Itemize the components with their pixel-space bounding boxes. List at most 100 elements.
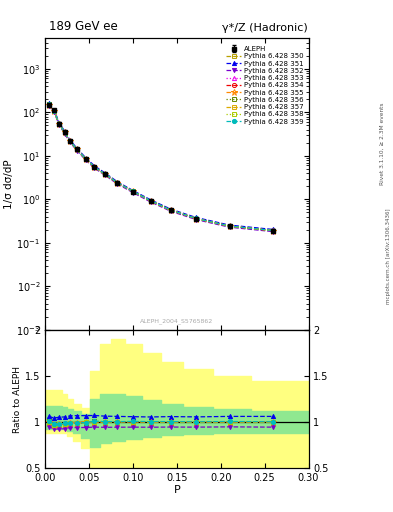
Pythia 6.428 359 <box>74 146 79 153</box>
Pythia 6.428 350 <box>227 223 232 229</box>
Pythia 6.428 350 <box>68 138 72 144</box>
Pythia 6.428 353 <box>194 216 198 222</box>
Line: Pythia 6.428 355: Pythia 6.428 355 <box>46 101 277 234</box>
Pythia 6.428 350 <box>168 207 173 213</box>
Pythia 6.428 354 <box>148 198 153 204</box>
Pythia 6.428 351 <box>103 170 107 176</box>
Pythia 6.428 359 <box>46 101 51 108</box>
Text: 189 GeV ee: 189 GeV ee <box>49 20 118 33</box>
Pythia 6.428 350 <box>271 227 276 233</box>
Pythia 6.428 354 <box>130 188 135 195</box>
Pythia 6.428 359 <box>92 164 97 170</box>
Pythia 6.428 353 <box>83 156 88 162</box>
Pythia 6.428 357 <box>103 171 107 177</box>
Pythia 6.428 355 <box>148 198 153 204</box>
Pythia 6.428 355 <box>51 108 56 114</box>
Pythia 6.428 353 <box>92 164 97 170</box>
Pythia 6.428 355 <box>227 223 232 229</box>
Pythia 6.428 353 <box>57 121 62 127</box>
Pythia 6.428 356 <box>271 227 276 233</box>
Pythia 6.428 351 <box>74 145 79 151</box>
Pythia 6.428 359 <box>271 227 276 233</box>
Pythia 6.428 359 <box>115 180 119 186</box>
Pythia 6.428 353 <box>148 198 153 204</box>
Pythia 6.428 353 <box>227 223 232 229</box>
Pythia 6.428 352 <box>92 165 97 171</box>
Pythia 6.428 359 <box>83 156 88 162</box>
Pythia 6.428 351 <box>148 197 153 203</box>
Line: Pythia 6.428 357: Pythia 6.428 357 <box>47 102 275 233</box>
Pythia 6.428 358 <box>103 171 107 177</box>
Pythia 6.428 356 <box>74 146 79 153</box>
Pythia 6.428 356 <box>68 138 72 144</box>
Pythia 6.428 359 <box>194 216 198 222</box>
Legend: ALEPH, Pythia 6.428 350, Pythia 6.428 351, Pythia 6.428 352, Pythia 6.428 353, P: ALEPH, Pythia 6.428 350, Pythia 6.428 35… <box>224 45 305 126</box>
Pythia 6.428 351 <box>83 155 88 161</box>
Pythia 6.428 355 <box>74 146 79 153</box>
Line: Pythia 6.428 354: Pythia 6.428 354 <box>47 102 275 233</box>
Pythia 6.428 351 <box>68 137 72 143</box>
Pythia 6.428 351 <box>130 187 135 194</box>
Pythia 6.428 352 <box>62 131 67 137</box>
Pythia 6.428 350 <box>115 180 119 186</box>
Pythia 6.428 358 <box>62 130 67 136</box>
Pythia 6.428 351 <box>194 215 198 221</box>
Pythia 6.428 350 <box>51 108 56 114</box>
Pythia 6.428 356 <box>57 121 62 127</box>
Pythia 6.428 358 <box>92 164 97 170</box>
Pythia 6.428 358 <box>68 138 72 144</box>
Pythia 6.428 356 <box>168 207 173 213</box>
Pythia 6.428 356 <box>46 101 51 108</box>
Pythia 6.428 359 <box>62 129 67 135</box>
Pythia 6.428 352 <box>57 122 62 128</box>
Pythia 6.428 350 <box>194 216 198 222</box>
Pythia 6.428 352 <box>46 102 51 109</box>
Pythia 6.428 350 <box>74 146 79 153</box>
Pythia 6.428 350 <box>83 156 88 162</box>
Pythia 6.428 358 <box>115 180 119 186</box>
Pythia 6.428 356 <box>115 180 119 186</box>
Pythia 6.428 355 <box>62 130 67 136</box>
Pythia 6.428 350 <box>62 130 67 136</box>
Pythia 6.428 354 <box>103 171 107 177</box>
Pythia 6.428 359 <box>168 207 173 213</box>
Pythia 6.428 357 <box>68 138 72 144</box>
Pythia 6.428 353 <box>68 138 72 144</box>
Pythia 6.428 352 <box>83 157 88 163</box>
Text: mcplots.cern.ch [arXiv:1306.3436]: mcplots.cern.ch [arXiv:1306.3436] <box>386 208 391 304</box>
Text: ALEPH_2004_S5765862: ALEPH_2004_S5765862 <box>140 318 213 324</box>
Pythia 6.428 352 <box>115 181 119 187</box>
Pythia 6.428 352 <box>103 172 107 178</box>
Pythia 6.428 353 <box>51 108 56 114</box>
Pythia 6.428 358 <box>74 146 79 153</box>
Pythia 6.428 351 <box>51 106 56 113</box>
Pythia 6.428 354 <box>194 216 198 222</box>
Pythia 6.428 359 <box>68 138 72 144</box>
Pythia 6.428 355 <box>46 101 51 108</box>
Pythia 6.428 359 <box>130 188 135 195</box>
Pythia 6.428 352 <box>271 228 276 234</box>
Line: Pythia 6.428 358: Pythia 6.428 358 <box>47 102 275 233</box>
Pythia 6.428 355 <box>83 156 88 162</box>
Pythia 6.428 357 <box>148 198 153 204</box>
Pythia 6.428 350 <box>130 188 135 195</box>
Pythia 6.428 355 <box>92 164 97 170</box>
Line: Pythia 6.428 352: Pythia 6.428 352 <box>47 103 275 234</box>
Pythia 6.428 356 <box>194 216 198 222</box>
Pythia 6.428 352 <box>74 147 79 154</box>
Pythia 6.428 357 <box>130 188 135 195</box>
Pythia 6.428 357 <box>74 146 79 153</box>
Text: Rivet 3.1.10, ≥ 2.3M events: Rivet 3.1.10, ≥ 2.3M events <box>380 102 384 185</box>
Pythia 6.428 353 <box>168 207 173 214</box>
Pythia 6.428 354 <box>46 101 51 108</box>
Line: Pythia 6.428 350: Pythia 6.428 350 <box>47 102 275 233</box>
Pythia 6.428 357 <box>62 130 67 136</box>
Line: Pythia 6.428 351: Pythia 6.428 351 <box>47 101 275 231</box>
Pythia 6.428 357 <box>83 156 88 162</box>
Pythia 6.428 358 <box>130 188 135 195</box>
Pythia 6.428 356 <box>83 156 88 162</box>
Pythia 6.428 350 <box>57 121 62 127</box>
Pythia 6.428 353 <box>74 146 79 153</box>
Pythia 6.428 357 <box>51 108 56 114</box>
Pythia 6.428 358 <box>83 156 88 162</box>
